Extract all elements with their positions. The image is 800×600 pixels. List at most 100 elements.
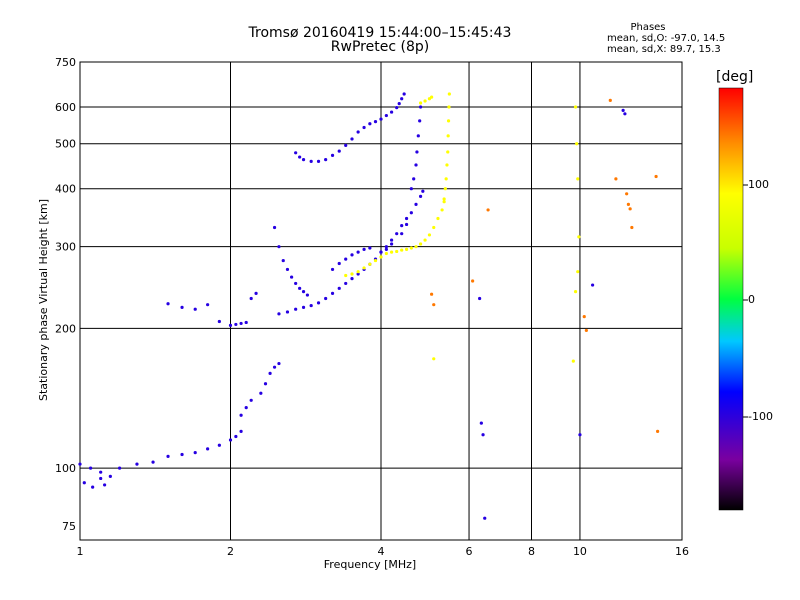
data-point <box>217 443 221 447</box>
data-point <box>395 232 399 236</box>
data-point <box>239 413 243 417</box>
data-point <box>379 117 383 121</box>
y-tick-label: 400 <box>55 183 76 196</box>
data-point <box>571 359 575 363</box>
data-point <box>337 261 341 266</box>
phase-stat-x-mode: mean, sd,X: 89.7, 15.3 <box>607 44 721 55</box>
data-point <box>404 216 409 221</box>
data-point <box>234 322 238 327</box>
data-point <box>418 119 422 123</box>
data-point <box>400 232 404 236</box>
data-point <box>362 247 366 251</box>
data-point <box>654 174 658 179</box>
data-point <box>389 250 394 254</box>
data-point <box>440 208 444 212</box>
y-axis-label: Stationary phase Virtual Height [km] <box>37 199 50 401</box>
data-point <box>135 462 139 466</box>
data-point <box>409 211 413 215</box>
data-point <box>442 197 446 201</box>
data-point <box>373 120 378 124</box>
y-tick-label: 75 <box>62 520 76 533</box>
data-point <box>290 275 294 279</box>
data-point <box>409 187 413 191</box>
data-point <box>423 238 427 242</box>
data-point <box>626 202 631 207</box>
data-point <box>483 516 487 520</box>
x-tick-label: 16 <box>675 545 689 558</box>
data-point <box>254 291 258 295</box>
data-point <box>234 434 238 439</box>
data-point <box>180 305 184 309</box>
data-point <box>281 258 285 263</box>
data-point <box>442 200 446 204</box>
data-point <box>486 208 490 212</box>
data-point <box>432 303 436 307</box>
data-point <box>228 323 233 328</box>
data-point <box>294 151 298 155</box>
colorbar-label-neg100: -100 <box>748 410 773 423</box>
data-point <box>630 225 634 230</box>
data-point <box>628 207 632 211</box>
data-point <box>78 462 82 466</box>
data-point <box>206 303 210 307</box>
data-point <box>272 365 277 369</box>
data-point <box>582 315 586 319</box>
grid-lines <box>80 62 682 540</box>
data-point <box>423 99 427 103</box>
data-point <box>414 245 418 249</box>
data-point <box>330 153 335 157</box>
data-point <box>350 272 354 276</box>
data-point <box>584 328 588 333</box>
data-point <box>379 250 383 254</box>
data-point <box>301 290 306 294</box>
data-point <box>309 159 313 164</box>
data-point <box>259 391 263 395</box>
data-point <box>362 266 366 270</box>
axis-ticks: 1 2 4 6 8 10 16 75 100 200 300 400 500 600 750 <box>55 56 689 558</box>
data-point <box>239 321 243 326</box>
data-point <box>389 110 394 114</box>
data-point <box>277 361 281 366</box>
data-point <box>294 281 298 286</box>
data-point <box>389 238 394 242</box>
data-point <box>573 105 578 109</box>
data-point <box>400 97 404 101</box>
y-tick-label: 500 <box>55 138 76 151</box>
data-point <box>578 433 582 437</box>
data-point <box>577 235 581 239</box>
data-point <box>421 189 425 193</box>
data-point <box>621 108 625 112</box>
data-point <box>404 222 409 227</box>
data-point <box>625 192 629 196</box>
data-point <box>151 460 155 464</box>
data-point <box>206 447 210 451</box>
data-point <box>397 102 401 106</box>
data-point <box>656 429 660 433</box>
data-point <box>350 137 354 141</box>
data-point <box>344 273 348 278</box>
data-point <box>575 142 579 146</box>
y-tick-label: 600 <box>55 101 76 114</box>
data-point <box>368 262 372 266</box>
data-point <box>400 248 404 252</box>
data-point <box>573 290 578 294</box>
data-point <box>389 242 394 246</box>
data-point <box>414 202 418 207</box>
data-point <box>193 450 197 455</box>
data-point <box>446 134 450 138</box>
data-point <box>446 119 451 123</box>
data-point <box>436 216 440 221</box>
x-tick-label: 4 <box>378 545 385 558</box>
data-point <box>180 452 184 457</box>
data-point <box>414 163 418 167</box>
colorbar-label-0: 0 <box>748 293 755 306</box>
data-point <box>432 225 436 230</box>
data-point <box>99 470 103 474</box>
data-point <box>82 481 86 485</box>
y-tick-label: 750 <box>55 56 76 69</box>
data-point <box>103 483 107 487</box>
data-point <box>356 272 360 276</box>
data-point <box>479 421 483 425</box>
data-point <box>108 474 112 478</box>
colorbar-label-100: 100 <box>748 178 769 191</box>
